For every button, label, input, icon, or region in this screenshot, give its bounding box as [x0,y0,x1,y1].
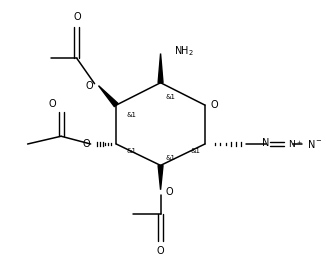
Text: O: O [211,100,218,110]
Text: &1: &1 [126,148,136,154]
Text: N$^-$: N$^-$ [307,138,323,150]
Text: &1: &1 [166,155,175,161]
Text: O: O [49,99,56,109]
Text: O: O [166,187,173,197]
Polygon shape [98,86,118,107]
Text: O: O [73,12,81,22]
Text: N: N [262,138,270,148]
Text: O: O [86,81,94,91]
Text: NH$_2$: NH$_2$ [174,45,194,59]
Polygon shape [158,166,163,190]
Polygon shape [158,53,163,83]
Text: O: O [82,139,90,149]
Text: &1: &1 [190,148,200,154]
Text: O: O [157,246,164,256]
Text: N$^+$: N$^+$ [288,138,302,150]
Text: &1: &1 [126,112,136,118]
Text: &1: &1 [166,94,175,100]
